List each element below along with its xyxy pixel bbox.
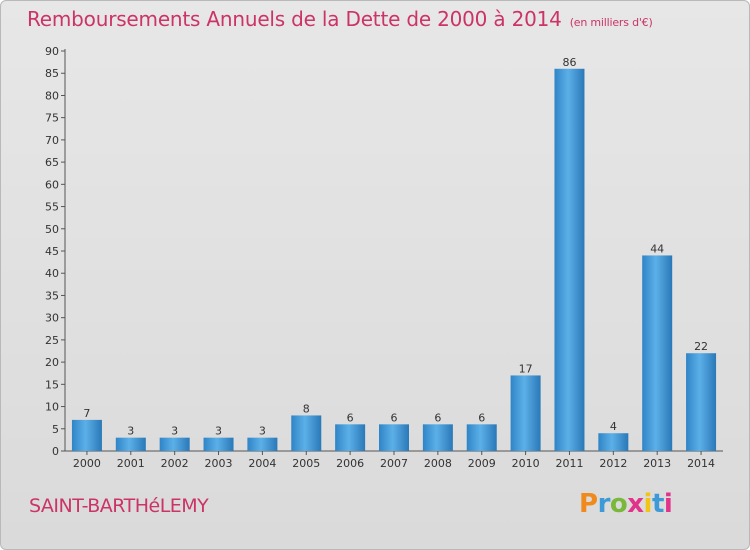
- y-tick-label: 90: [45, 45, 59, 58]
- x-tick-label: 2006: [336, 457, 364, 470]
- y-tick-label: 85: [45, 67, 59, 80]
- logo-letter: t: [651, 489, 664, 519]
- value-label: 3: [171, 425, 178, 438]
- y-tick-label: 35: [45, 289, 59, 302]
- bar-2010: [510, 375, 541, 451]
- logo-letter: r: [597, 489, 611, 519]
- proxiti-logo[interactable]: Proxiti: [579, 489, 673, 519]
- x-tick-label: 2008: [424, 457, 452, 470]
- y-tick-label: 60: [45, 178, 59, 191]
- x-tick-label: 2010: [512, 457, 540, 470]
- x-tick-label: 2007: [380, 457, 408, 470]
- value-label: 3: [127, 425, 134, 438]
- y-tick-label: 45: [45, 245, 59, 258]
- logo-letter: P: [579, 489, 598, 519]
- y-tick-label: 40: [45, 267, 59, 280]
- bar-2007: [379, 424, 409, 451]
- x-tick-label: 2013: [643, 457, 671, 470]
- value-label: 6: [434, 411, 441, 424]
- bar-2003: [203, 437, 234, 451]
- x-tick-label: 2012: [599, 457, 627, 470]
- chart-title: Remboursements Annuels de la Dette de 20…: [27, 7, 562, 31]
- y-tick-label: 10: [45, 401, 59, 414]
- value-label: 7: [83, 407, 90, 420]
- logo-letter: i: [663, 489, 673, 519]
- y-tick-label: 65: [45, 156, 59, 169]
- x-tick-label: 2003: [205, 457, 233, 470]
- value-label: 3: [259, 425, 266, 438]
- value-label: 6: [347, 411, 354, 424]
- y-tick-label: 70: [45, 134, 59, 147]
- value-label: 6: [478, 411, 485, 424]
- logo-letter: o: [609, 489, 628, 519]
- x-tick-label: 2004: [248, 457, 276, 470]
- bar-2006: [335, 424, 366, 451]
- value-label: 44: [650, 242, 664, 255]
- y-tick-label: 30: [45, 312, 59, 325]
- y-tick-label: 15: [45, 378, 59, 391]
- bar-2005: [291, 415, 322, 451]
- bar-2008: [422, 424, 453, 451]
- bar-2004: [247, 437, 278, 451]
- bar-2000: [71, 419, 102, 451]
- value-label: 6: [391, 411, 398, 424]
- value-label: 3: [215, 425, 222, 438]
- value-label: 8: [303, 402, 310, 415]
- bar-2009: [466, 424, 497, 451]
- y-tick-label: 25: [45, 334, 59, 347]
- y-tick-label: 80: [45, 89, 59, 102]
- y-tick-label: 0: [52, 445, 59, 458]
- chart-subtitle: (en milliers d'€): [569, 16, 653, 29]
- place-name: SAINT-BARTHéLEMY: [29, 495, 209, 517]
- logo-letter: i: [643, 489, 653, 519]
- bar-2014: [686, 353, 717, 451]
- logo-letter: x: [627, 489, 644, 519]
- bar-2011: [554, 68, 585, 452]
- bar-2002: [159, 437, 190, 451]
- y-tick-label: 5: [52, 423, 59, 436]
- bar-2012: [598, 433, 629, 451]
- x-tick-label: 2000: [73, 457, 101, 470]
- x-tick-label: 2005: [292, 457, 320, 470]
- chart-axes: 0 5 10 15 20 25 30 35 40 45 50 55 60 65 70 75 80 85 90 2000…: [45, 45, 723, 470]
- y-tick-label: 20: [45, 356, 59, 369]
- x-tick-label: 2009: [468, 457, 496, 470]
- x-tick-label: 2011: [555, 457, 583, 470]
- y-tick-label: 55: [45, 201, 59, 214]
- x-tick-label: 2002: [161, 457, 189, 470]
- bar-2001: [115, 437, 146, 451]
- value-label: 4: [610, 420, 617, 433]
- chart-title-row: Remboursements Annuels de la Dette de 20…: [27, 7, 653, 31]
- value-label: 22: [694, 340, 708, 353]
- y-tick-label: 50: [45, 223, 59, 236]
- bar-2013: [642, 255, 673, 451]
- value-label: 17: [519, 362, 533, 375]
- x-tick-label: 2001: [117, 457, 145, 470]
- x-tick-label: 2014: [687, 457, 715, 470]
- y-tick-label: 75: [45, 112, 59, 125]
- value-label: 86: [562, 56, 576, 69]
